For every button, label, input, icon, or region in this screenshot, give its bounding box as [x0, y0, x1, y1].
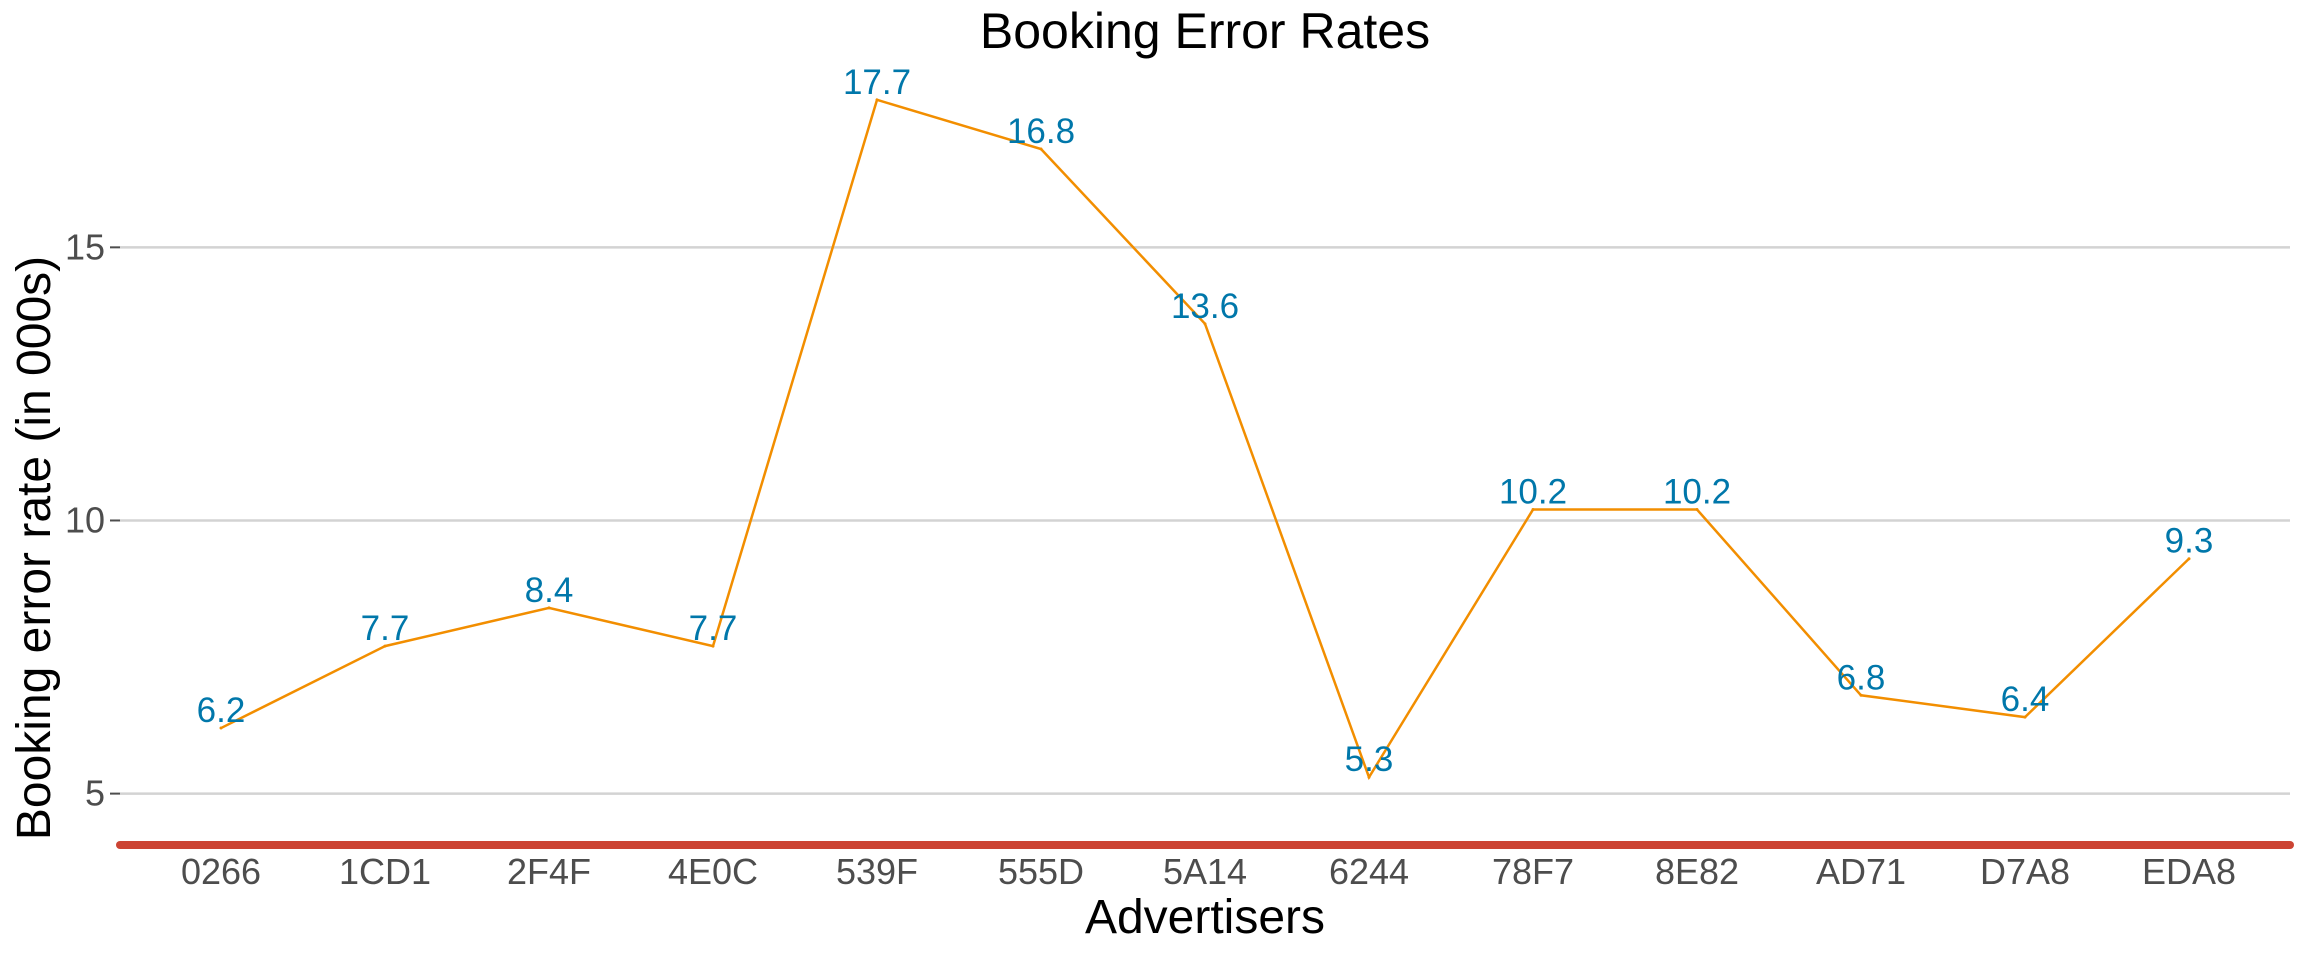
data-label: 13.6: [1171, 287, 1239, 326]
data-point: [219, 726, 223, 730]
data-point: [383, 644, 387, 648]
x-tick-label: 1CD1: [339, 851, 431, 892]
y-tick-label: 10: [65, 499, 105, 540]
data-label: 16.8: [1007, 112, 1075, 151]
data-point: [547, 606, 551, 610]
x-axis-title: Advertisers: [1085, 891, 1325, 944]
data-point: [1531, 508, 1535, 512]
data-label: 9.3: [2165, 522, 2214, 561]
data-point: [2187, 557, 2191, 561]
x-tick-label: EDA8: [2142, 851, 2236, 892]
x-tick-label: 5A14: [1163, 851, 1247, 892]
chart-title: Booking Error Rates: [980, 3, 1430, 59]
x-tick-label: 539F: [836, 851, 918, 892]
data-point: [2023, 715, 2027, 719]
data-label: 17.7: [843, 63, 911, 102]
data-point: [1695, 508, 1699, 512]
x-tick-label: 4E0C: [668, 851, 758, 892]
data-label: 7.7: [689, 609, 738, 648]
series-line: [220, 98, 2190, 781]
data-label: 7.7: [361, 609, 410, 648]
y-tick-label: 15: [65, 226, 105, 267]
data-label: 5.3: [1345, 740, 1394, 779]
data-label: 10.2: [1499, 473, 1567, 512]
x-tick-label: 6244: [1329, 851, 1409, 892]
data-point: [1859, 693, 1863, 697]
y-axis-title: Booking error rate (in 000s): [8, 256, 61, 840]
data-label: 6.2: [197, 691, 246, 730]
data-point: [711, 644, 715, 648]
data-label: 6.8: [1837, 658, 1886, 697]
data-point: [1203, 322, 1207, 326]
x-tick-label: 2F4F: [507, 851, 591, 892]
x-tick-label: 0266: [181, 851, 261, 892]
x-tick-label: 78F7: [1492, 851, 1574, 892]
data-point: [875, 98, 879, 102]
x-tick-label: AD71: [1816, 851, 1906, 892]
y-axis-ticks: 5 10 15: [65, 226, 120, 814]
x-tick-label: 8E82: [1655, 851, 1739, 892]
gridlines: [120, 246, 2290, 795]
x-tick-label: 555D: [998, 851, 1084, 892]
data-label: 8.4: [525, 571, 574, 610]
data-label: 10.2: [1663, 473, 1731, 512]
data-point: [1367, 775, 1371, 779]
data-label: 6.4: [2001, 680, 2050, 719]
x-axis-ticks: 0266 1CD1 2F4F 4E0C 539F 555D 5A14 6244 78F7 8E82…: [181, 851, 2236, 892]
series-line-layer: [219, 98, 2191, 781]
data-point: [1039, 147, 1043, 151]
x-tick-label: D7A8: [1980, 851, 2070, 892]
data-labels: 6.2 7.7 8.4 7.7 17.7 16.8 13.6 5.3 10.2 10.2 6.8 6.…: [197, 63, 2214, 779]
y-tick-label: 5: [85, 773, 105, 814]
